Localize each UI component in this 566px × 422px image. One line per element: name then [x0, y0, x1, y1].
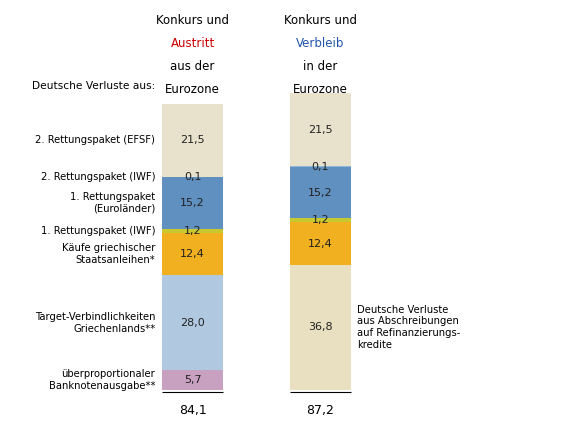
Bar	[162, 104, 223, 177]
Text: 12,4: 12,4	[180, 249, 205, 259]
Text: Eurozone: Eurozone	[165, 83, 220, 96]
Text: 0,1: 0,1	[184, 172, 201, 182]
Text: Verbleib: Verbleib	[296, 37, 345, 50]
Text: Konkurs und: Konkurs und	[284, 14, 357, 27]
Bar	[162, 229, 223, 233]
Bar	[162, 275, 223, 371]
Text: 2. Rettungspaket (IWF): 2. Rettungspaket (IWF)	[41, 172, 155, 182]
Bar	[162, 177, 223, 229]
Text: Käufe griechischer
Staatsanleihen*: Käufe griechischer Staatsanleihen*	[62, 243, 155, 265]
Text: 28,0: 28,0	[180, 318, 205, 328]
Bar	[162, 371, 223, 390]
Text: 1,2: 1,2	[311, 215, 329, 225]
Text: 87,2: 87,2	[306, 404, 334, 417]
Bar	[290, 219, 351, 222]
Bar	[290, 265, 351, 390]
Text: überproportionaler
Banknotenausgabe**: überproportionaler Banknotenausgabe**	[49, 369, 155, 391]
Text: Deutsche Verluste
aus Abschreibungen
auf Refinanzierungs-
kredite: Deutsche Verluste aus Abschreibungen auf…	[358, 305, 461, 349]
Text: 5,7: 5,7	[184, 375, 201, 385]
Text: in der: in der	[303, 60, 337, 73]
Text: 0,1: 0,1	[311, 162, 329, 171]
Text: Konkurs und: Konkurs und	[156, 14, 229, 27]
Text: Deutsche Verluste aus:: Deutsche Verluste aus:	[32, 81, 155, 91]
Bar	[290, 93, 351, 166]
Text: 1. Rettungspaket
(Euroländer): 1. Rettungspaket (Euroländer)	[70, 192, 155, 214]
Text: aus der: aus der	[170, 60, 215, 73]
Text: 2. Rettungspaket (EFSF): 2. Rettungspaket (EFSF)	[36, 135, 155, 145]
Text: 12,4: 12,4	[308, 238, 333, 249]
Bar	[290, 167, 351, 219]
Bar	[162, 233, 223, 275]
Text: 15,2: 15,2	[308, 187, 333, 197]
Text: 84,1: 84,1	[179, 404, 207, 417]
Text: 36,8: 36,8	[308, 322, 333, 332]
Bar	[290, 222, 351, 265]
Text: 1,2: 1,2	[184, 226, 201, 236]
Text: 21,5: 21,5	[180, 135, 205, 145]
Text: Eurozone: Eurozone	[293, 83, 348, 96]
Text: Austritt: Austritt	[170, 37, 215, 50]
Text: Target-Verbindlichkeiten
Griechenlands**: Target-Verbindlichkeiten Griechenlands**	[35, 312, 155, 333]
Text: 1. Rettungspaket (IWF): 1. Rettungspaket (IWF)	[41, 226, 155, 236]
Text: 15,2: 15,2	[180, 198, 205, 208]
Text: 21,5: 21,5	[308, 125, 333, 135]
